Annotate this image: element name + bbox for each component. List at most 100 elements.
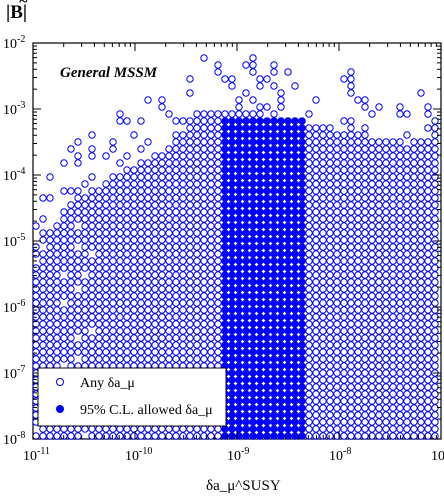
point-allowed bbox=[284, 341, 292, 349]
point-any bbox=[354, 145, 362, 153]
point-any bbox=[326, 369, 334, 377]
point-any bbox=[389, 271, 397, 279]
point-allowed bbox=[235, 278, 243, 286]
point-any bbox=[165, 355, 173, 363]
point-any bbox=[144, 355, 152, 363]
point-any bbox=[39, 264, 47, 272]
point-any bbox=[326, 250, 334, 258]
point-any bbox=[333, 285, 341, 293]
point-any bbox=[375, 404, 383, 412]
point-allowed bbox=[256, 180, 264, 188]
point-allowed bbox=[249, 355, 257, 363]
point-allowed bbox=[277, 173, 285, 181]
point-any bbox=[354, 264, 362, 272]
point-any bbox=[116, 159, 124, 167]
point-any bbox=[193, 250, 201, 258]
point-allowed bbox=[249, 222, 257, 230]
point-allowed bbox=[284, 257, 292, 265]
point-any bbox=[172, 271, 180, 279]
point-any bbox=[368, 327, 376, 335]
point-allowed bbox=[235, 159, 243, 167]
point-any bbox=[375, 103, 383, 111]
x-axis-title-text: δa_μ^SUSY bbox=[206, 478, 281, 494]
point-any bbox=[305, 201, 313, 209]
point-any bbox=[340, 236, 348, 244]
point-allowed bbox=[298, 355, 306, 363]
point-any bbox=[235, 103, 243, 111]
point-any bbox=[123, 152, 131, 160]
point-any bbox=[417, 159, 425, 167]
point-any bbox=[228, 82, 236, 90]
point-any bbox=[410, 355, 418, 363]
point-any bbox=[109, 222, 117, 230]
point-any bbox=[46, 236, 54, 244]
point-allowed bbox=[270, 159, 278, 167]
point-any bbox=[375, 376, 383, 384]
point-any bbox=[368, 285, 376, 293]
point-allowed bbox=[284, 180, 292, 188]
point-any bbox=[53, 264, 61, 272]
point-any bbox=[172, 250, 180, 258]
point-any bbox=[102, 152, 110, 160]
point-any bbox=[214, 110, 222, 118]
point-any bbox=[179, 306, 187, 314]
point-any bbox=[102, 257, 110, 265]
point-any bbox=[123, 187, 131, 195]
point-any bbox=[116, 229, 124, 237]
point-any bbox=[193, 166, 201, 174]
point-allowed bbox=[263, 229, 271, 237]
point-any bbox=[123, 180, 131, 188]
point-any bbox=[424, 390, 432, 398]
point-any bbox=[347, 264, 355, 272]
point-any bbox=[361, 390, 369, 398]
point-allowed bbox=[284, 285, 292, 293]
point-allowed bbox=[242, 383, 250, 391]
point-any bbox=[109, 229, 117, 237]
point-any bbox=[207, 313, 215, 321]
point-any bbox=[403, 278, 411, 286]
point-allowed bbox=[291, 390, 299, 398]
point-any bbox=[60, 236, 68, 244]
point-allowed bbox=[242, 215, 250, 223]
point-any bbox=[172, 292, 180, 300]
point-any bbox=[95, 215, 103, 223]
point-any bbox=[46, 292, 54, 300]
point-any bbox=[354, 236, 362, 244]
point-any bbox=[403, 397, 411, 405]
point-any bbox=[424, 397, 432, 405]
point-any bbox=[431, 411, 439, 419]
point-any bbox=[403, 390, 411, 398]
point-any bbox=[165, 271, 173, 279]
point-allowed bbox=[291, 236, 299, 244]
y-tick-label: 10-6 bbox=[3, 298, 25, 316]
point-any bbox=[312, 166, 320, 174]
point-allowed bbox=[284, 348, 292, 356]
point-any bbox=[410, 320, 418, 328]
point-any bbox=[137, 201, 145, 209]
point-allowed bbox=[235, 264, 243, 272]
point-any bbox=[109, 187, 117, 195]
point-any bbox=[60, 222, 68, 230]
point-any bbox=[165, 159, 173, 167]
point-any bbox=[417, 243, 425, 251]
point-any bbox=[137, 194, 145, 202]
point-any bbox=[368, 341, 376, 349]
point-any bbox=[312, 243, 320, 251]
point-any bbox=[109, 250, 117, 258]
point-allowed bbox=[242, 187, 250, 195]
point-allowed bbox=[291, 187, 299, 195]
point-allowed bbox=[298, 243, 306, 251]
point-any bbox=[403, 411, 411, 419]
point-any bbox=[46, 432, 54, 440]
point-any bbox=[305, 243, 313, 251]
point-allowed bbox=[256, 355, 264, 363]
point-any bbox=[130, 355, 138, 363]
point-any bbox=[326, 425, 334, 433]
point-any bbox=[375, 355, 383, 363]
point-any bbox=[88, 306, 96, 314]
point-allowed bbox=[256, 201, 264, 209]
point-any bbox=[158, 320, 166, 328]
point-any bbox=[333, 355, 341, 363]
point-allowed bbox=[277, 397, 285, 405]
